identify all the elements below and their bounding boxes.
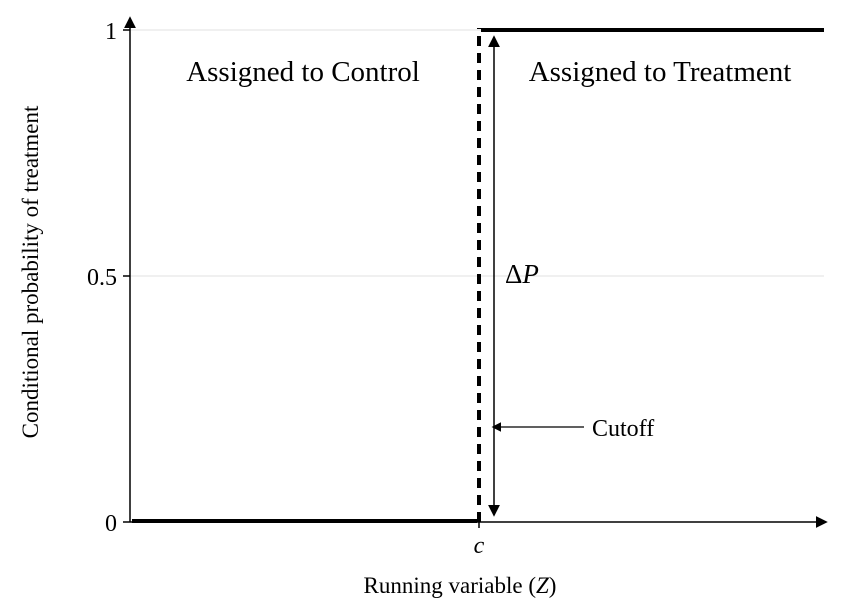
cutoff-label: Cutoff [592,416,654,442]
y-tick-label-0-5: 0.5 [87,265,117,291]
x-axis-label-variable: Z [536,573,549,598]
x-axis-label-suffix: ) [549,573,557,598]
region-label-control: Assigned to Control [186,56,420,88]
y-axis-label: Conditional probability of treatment [18,105,43,438]
delta-symbol: Δ [505,259,522,289]
x-axis-label: Running variable (Z) [364,573,557,598]
y-tick-label-0: 0 [105,511,117,537]
x-axis-label-prefix: Running variable ( [364,573,536,598]
delta-variable: P [521,259,539,289]
delta-p-label: ΔP [505,259,539,289]
region-label-treatment: Assigned to Treatment [529,56,792,88]
y-tick-label-1: 1 [105,19,117,45]
x-tick-label-c: c [474,533,485,559]
